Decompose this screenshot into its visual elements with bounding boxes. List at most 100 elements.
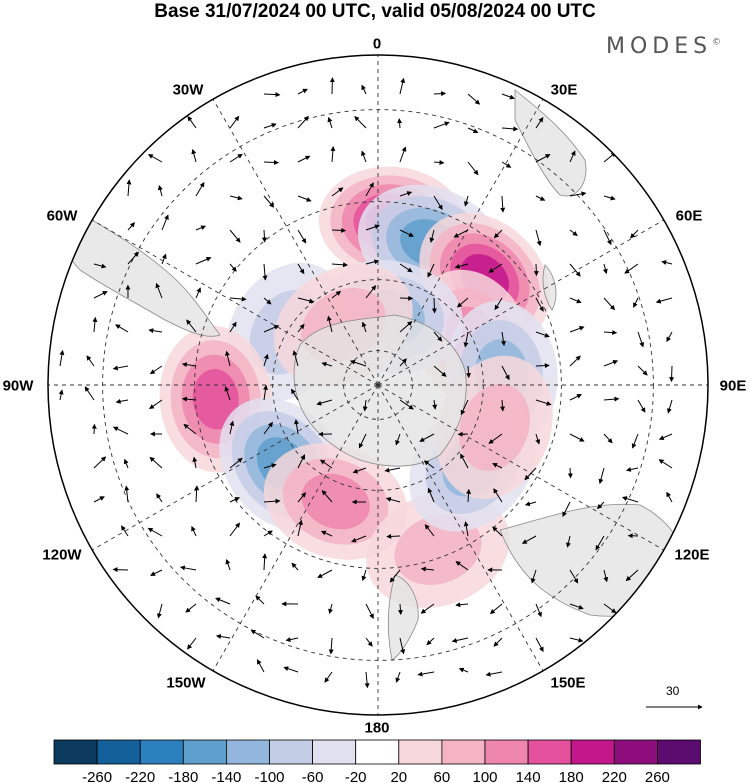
colorbar-swatch-1 (96, 739, 141, 765)
wind-arrow-253 (597, 501, 605, 510)
wind-arrow-91 (297, 263, 305, 275)
wind-arrow-148 (399, 358, 407, 367)
wind-arrow-15 (112, 365, 129, 371)
map-title: Base 31/07/2024 00 UTC, valid 05/08/2024… (154, 1, 596, 22)
wind-arrow-42 (186, 319, 197, 333)
colorbar-swatch-4 (225, 739, 270, 765)
wind-arrow-163 (427, 263, 435, 278)
wind-arrow-212 (535, 117, 544, 129)
colorbar-label-10: 140 (516, 769, 541, 783)
wind-arrow-251 (603, 433, 613, 444)
wind-arrow-209 (489, 603, 503, 615)
wind-arrow-103 (283, 666, 299, 673)
wind-arrow-165 (433, 331, 443, 342)
wind-arrow-1 (58, 389, 64, 401)
wind-arrow-190 (455, 561, 469, 571)
wind-arrow-183 (463, 331, 469, 348)
wind-arrow-184 (466, 365, 472, 379)
wind-arrow-51 (187, 637, 197, 650)
wind-arrow-135 (351, 535, 367, 543)
wind-arrow-164 (431, 297, 437, 314)
lon-label-90w: 90W (2, 377, 34, 395)
wind-arrow-224 (521, 535, 537, 544)
colorbar-swatch-7 (355, 739, 400, 765)
wind-arrow-230 (569, 229, 578, 237)
wind-arrow-259 (633, 297, 639, 308)
wind-arrow-37 (191, 148, 197, 163)
wind-arrow-97 (297, 454, 306, 469)
wind-arrow-220 (535, 399, 552, 406)
wind-arrow-150 (395, 433, 401, 446)
wind-arrow-172 (420, 566, 435, 572)
meridian-line (377, 384, 665, 551)
wind-arrow-166 (433, 365, 447, 377)
wind-arrow-4 (92, 316, 98, 333)
wind-arrow-157 (395, 671, 401, 683)
wind-arrow-59 (225, 350, 231, 367)
wind-arrow-123 (354, 116, 367, 129)
wind-arrow-90 (297, 229, 307, 244)
wind-arrow-265 (621, 496, 639, 503)
wind-arrow-136 (361, 569, 367, 582)
brand-text: MODES (606, 34, 713, 59)
wind-arrow-126 (365, 224, 380, 231)
wind-arrow-69 (263, 123, 277, 129)
wind-arrow-106 (330, 146, 336, 163)
wind-arrow-194 (501, 93, 515, 100)
wind-arrow-173 (420, 603, 435, 614)
wind-arrow-85 (256, 659, 265, 673)
copyright-mark: © (712, 37, 722, 48)
wind-arrow-107 (331, 187, 344, 197)
wind-arrow-125 (365, 182, 374, 197)
meridian-line (377, 219, 665, 386)
colorbar-label-7: 20 (390, 769, 407, 783)
lon-label-180: 180 (364, 719, 390, 737)
wind-arrow-68 (263, 92, 281, 98)
map-boundary (47, 54, 709, 716)
latitude-circle (194, 201, 562, 569)
meridian-line (212, 98, 379, 386)
wind-arrow-185 (460, 399, 469, 416)
wind-arrow-41 (195, 287, 201, 299)
meridian-line (212, 384, 379, 672)
wind-arrow-228 (569, 150, 576, 163)
wind-arrow-116 (321, 490, 333, 503)
wind-arrow-214 (535, 195, 546, 201)
wind-arrow-182 (456, 297, 469, 308)
wind-arrow-98 (297, 492, 307, 503)
wind-arrow-270 (666, 331, 673, 343)
wind-arrow-111 (326, 315, 333, 333)
colorbar-label-12: 220 (602, 769, 627, 783)
wind-arrow-3 (93, 291, 108, 299)
wind-arrow-247 (603, 297, 616, 311)
wind-arrow-149 (399, 399, 414, 410)
wind-arrow-89 (297, 195, 312, 202)
wind-arrow-144 (399, 229, 414, 237)
wind-arrow-143 (399, 191, 413, 197)
wind-arrow-19 (124, 485, 130, 503)
wind-arrow-236 (569, 433, 585, 442)
colorbar-label-0: -260 (82, 769, 112, 783)
wind-arrow-140 (399, 77, 406, 95)
wind-arrow-159 (433, 121, 450, 129)
wind-arrow-29 (148, 399, 163, 410)
wind-arrow-248 (603, 330, 618, 336)
wind-arrow-217 (535, 297, 544, 312)
colorbar-label-9: 100 (472, 769, 497, 783)
anomaly-contour-10-1 (394, 514, 482, 585)
wind-arrow-188 (466, 488, 472, 503)
wind-arrow-75 (263, 325, 280, 333)
wind-arrow-99 (297, 519, 303, 537)
wind-arrow-121 (324, 671, 333, 683)
wind-arrow-47 (194, 485, 200, 503)
wind-arrow-36 (187, 115, 197, 129)
wind-arrow-152 (385, 497, 401, 503)
wind-arrow-235 (569, 394, 582, 401)
colorbar-label-1: -220 (125, 769, 155, 783)
wind-arrow-56 (229, 263, 237, 272)
wind-arrow-218 (535, 331, 550, 338)
africa-land (514, 89, 587, 197)
wind-arrow-226 (535, 603, 542, 618)
wind-arrow-32 (156, 493, 163, 503)
wind-arrow-133 (352, 467, 367, 474)
